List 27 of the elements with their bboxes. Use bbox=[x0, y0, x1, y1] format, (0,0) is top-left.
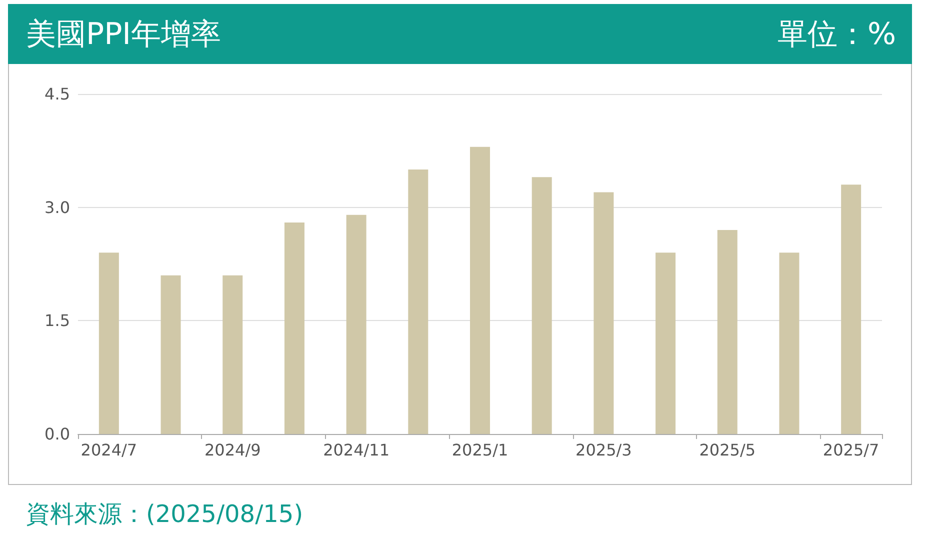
source-note: 資料來源：(2025/08/15) bbox=[26, 499, 304, 530]
y-tick-label: 0.0 bbox=[44, 424, 70, 444]
bar bbox=[284, 222, 304, 434]
bar bbox=[98, 252, 119, 434]
x-tick-label: 2024/9 bbox=[204, 440, 261, 460]
x-tick-label: 2024/7 bbox=[80, 440, 138, 460]
bar bbox=[160, 275, 181, 434]
bar bbox=[470, 146, 490, 434]
y-tick-label: 4.5 bbox=[44, 84, 70, 104]
y-tick-label: 1.5 bbox=[44, 311, 70, 330]
bar bbox=[779, 252, 800, 434]
bar bbox=[222, 275, 243, 434]
x-tick-label: 2025/1 bbox=[452, 440, 508, 460]
bar bbox=[656, 252, 676, 434]
bar bbox=[346, 214, 366, 434]
x-tick-label: 2025/7 bbox=[822, 440, 880, 460]
bar bbox=[532, 177, 552, 434]
y-tick-label: 3.0 bbox=[44, 198, 70, 217]
bar bbox=[841, 184, 862, 434]
bar bbox=[408, 170, 428, 434]
x-tick-label: 2024/11 bbox=[323, 440, 390, 460]
bar bbox=[717, 230, 738, 434]
x-tick-label: 2025/5 bbox=[699, 440, 756, 460]
bar bbox=[594, 192, 614, 434]
x-tick-label: 2025/3 bbox=[576, 440, 632, 460]
chart-subtitle: 單位：% bbox=[777, 16, 896, 54]
chart-title: 美國PPI年增率 bbox=[26, 16, 222, 54]
